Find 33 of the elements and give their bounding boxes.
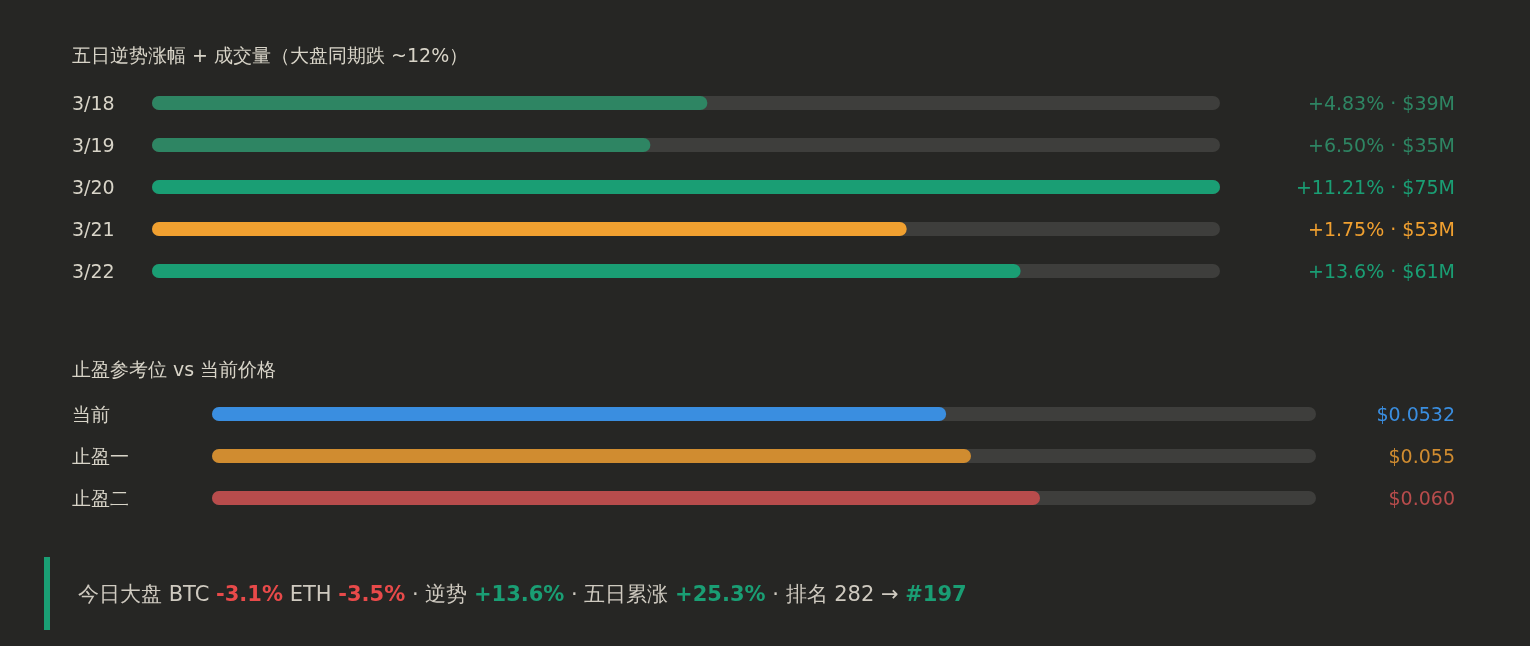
chart-title: 止盈参考位 vs 当前价格	[72, 358, 277, 380]
text: -3.1%	[216, 582, 283, 606]
text: 今日大盘 BTC	[78, 582, 217, 606]
text: +4.83% ·	[1307, 92, 1397, 114]
data-label: $75M	[1402, 176, 1455, 198]
y-tick-label: 3/20	[72, 176, 115, 198]
chart-title: 五日逆势涨幅 + 成交量（大盘同期跌 ~12%）	[72, 44, 469, 66]
y-tick-label: 3/22	[72, 260, 115, 282]
data-label: $39M	[1402, 92, 1455, 114]
data-label: $53M	[1402, 218, 1455, 240]
text: -3.5%	[338, 582, 406, 606]
data-label: $35M	[1402, 134, 1455, 156]
text: +1.75% ·	[1307, 218, 1397, 240]
y-tick-label: 止盈一	[72, 445, 129, 467]
text: +6.50% ·	[1307, 134, 1397, 156]
text: +11.21% ·	[1295, 176, 1397, 198]
y-tick-label: 3/18	[72, 92, 115, 114]
data-label: $0.0532	[1376, 403, 1455, 425]
data-label: $61M	[1402, 260, 1455, 282]
text: · 五日累涨	[564, 582, 676, 606]
data-label: $0.055	[1388, 445, 1455, 467]
text: +13.6%	[473, 582, 565, 606]
text: · 排名 282 →	[765, 582, 906, 606]
text: #197	[905, 582, 967, 606]
y-tick-label: 3/19	[72, 134, 115, 156]
y-tick-label: 当前	[72, 403, 110, 425]
text: +25.3%	[675, 582, 766, 606]
y-tick-label: 止盈二	[72, 487, 129, 509]
text: +13.6% ·	[1307, 260, 1397, 282]
text: · 逆势	[405, 582, 474, 606]
data-label: $0.060	[1388, 487, 1455, 509]
y-tick-label: 3/21	[72, 218, 115, 240]
text: ETH	[283, 582, 339, 606]
